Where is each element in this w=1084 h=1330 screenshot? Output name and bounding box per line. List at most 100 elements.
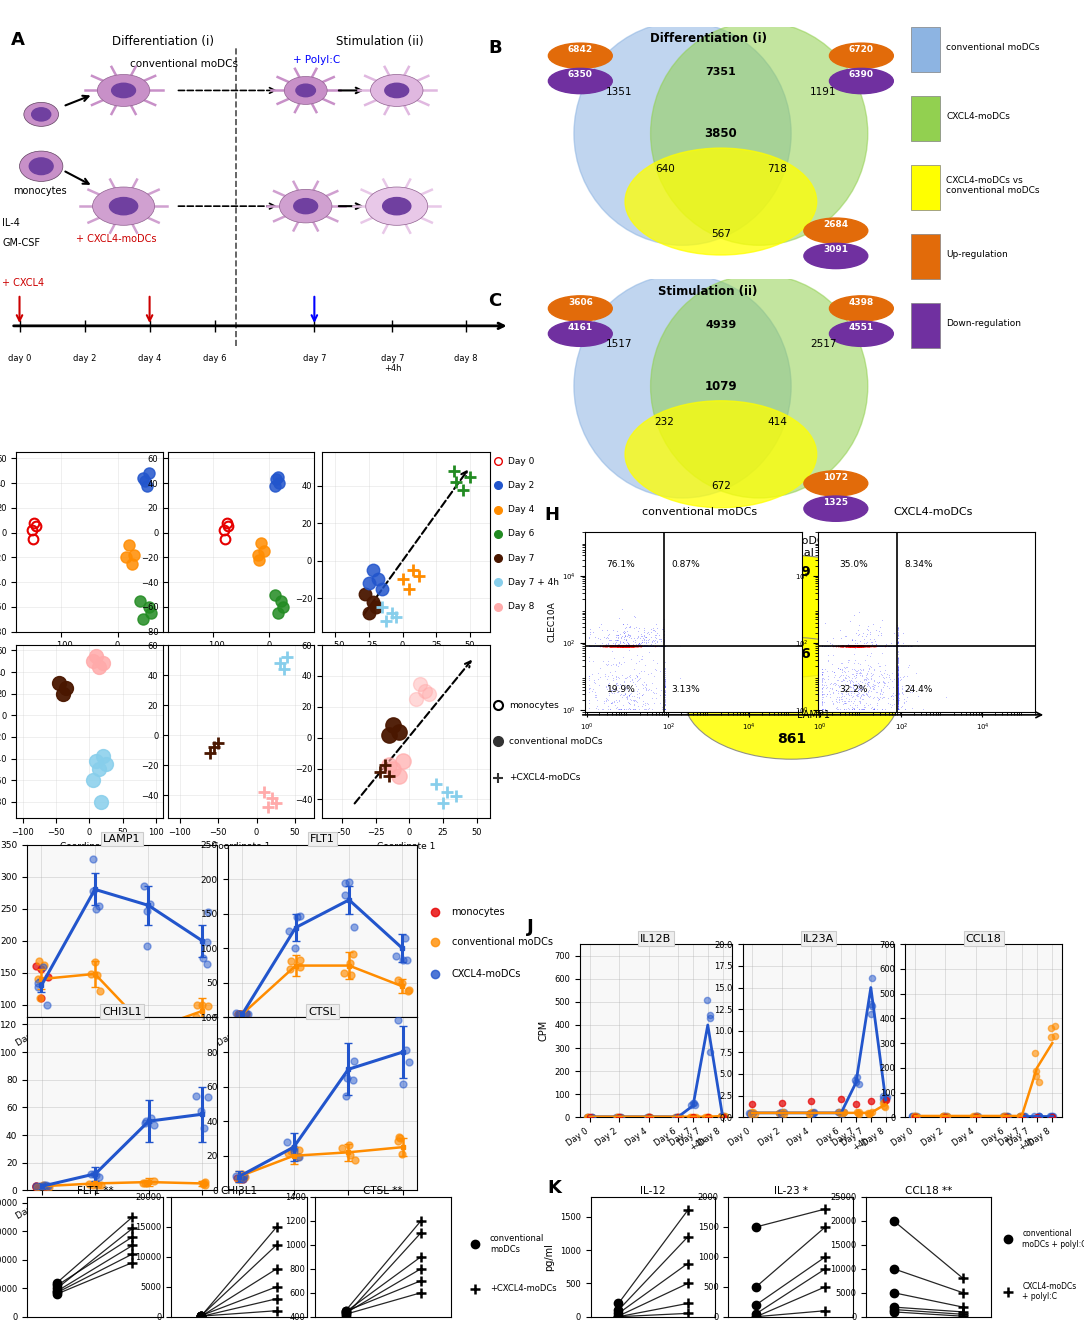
Point: [889, 682, 906, 704]
Point: [889, 636, 906, 657]
Point: [611, 636, 629, 657]
Point: [651, 636, 669, 657]
Point: [623, 636, 641, 657]
Point: [840, 636, 857, 657]
Point: [839, 636, 856, 657]
Point: [849, 636, 866, 657]
Point: [591, 636, 608, 657]
Point: [846, 673, 863, 694]
Point: [606, 690, 623, 712]
Point: [889, 682, 906, 704]
Point: [617, 636, 634, 657]
Point: [849, 636, 866, 657]
Point: [850, 636, 867, 657]
Point: [855, 636, 873, 657]
Point: [640, 698, 657, 720]
Point: [630, 636, 647, 657]
Point: [859, 636, 876, 657]
Point: [628, 634, 645, 656]
Point: [636, 636, 654, 657]
Point: [592, 636, 609, 657]
Point: [620, 692, 637, 713]
Text: 3850: 3850: [705, 128, 737, 141]
Point: [841, 610, 859, 632]
Point: [656, 686, 673, 708]
Point: [608, 696, 625, 717]
Point: [889, 688, 906, 709]
Point: [622, 636, 640, 657]
Point: [597, 676, 615, 697]
Point: [846, 636, 863, 657]
Point: [848, 632, 865, 653]
Point: [618, 686, 635, 708]
Text: CXCL4-moDCs vs
conventional moDCs: CXCL4-moDCs vs conventional moDCs: [946, 176, 1040, 196]
Point: [599, 665, 617, 686]
Point: [656, 698, 673, 720]
Point: [849, 636, 866, 657]
Point: [609, 636, 627, 657]
Point: [618, 625, 635, 646]
Point: [633, 636, 650, 657]
Point: [607, 636, 624, 657]
Point: [889, 636, 906, 657]
Point: [889, 636, 906, 657]
Point: [889, 636, 906, 657]
Point: [878, 674, 895, 696]
Point: [837, 636, 854, 657]
Point: [838, 636, 855, 657]
Point: [879, 636, 896, 657]
Point: [620, 665, 637, 686]
Point: [641, 636, 658, 657]
Point: [862, 657, 879, 678]
Point: [612, 698, 630, 720]
Point: [644, 682, 661, 704]
Point: [631, 636, 648, 657]
Point: [824, 692, 841, 713]
Point: [606, 636, 623, 657]
Point: [829, 657, 847, 678]
Point: [856, 673, 874, 694]
Point: [823, 677, 840, 698]
Point: [889, 682, 906, 704]
Point: [867, 633, 885, 654]
Point: [612, 636, 630, 657]
Point: [889, 632, 906, 653]
Point: [869, 636, 887, 657]
Point: [889, 674, 906, 696]
Point: [604, 636, 621, 657]
Point: [834, 636, 851, 657]
Point: [872, 636, 889, 657]
Point: [841, 636, 859, 657]
Point: [889, 672, 906, 693]
Point: [889, 636, 906, 657]
Point: [866, 636, 883, 657]
Point: [813, 674, 830, 696]
Point: [623, 668, 641, 689]
Point: [889, 666, 906, 688]
Point: [889, 673, 906, 694]
Point: [637, 636, 655, 657]
Point: [604, 682, 621, 704]
Point: [889, 686, 906, 708]
Point: [843, 636, 861, 657]
Point: [868, 636, 886, 657]
Point: [886, 668, 903, 689]
Point: [831, 636, 849, 657]
Point: [846, 636, 863, 657]
Point: [643, 636, 660, 657]
Point: [893, 678, 911, 700]
Point: [606, 678, 623, 700]
Point: [622, 682, 640, 704]
Point: [889, 657, 906, 678]
Point: [848, 664, 865, 685]
Point: [656, 696, 673, 717]
Point: [622, 625, 640, 646]
Text: CXCL4-moDCs: CXCL4-moDCs: [946, 112, 1010, 121]
Point: [853, 636, 870, 657]
Point: [646, 636, 663, 657]
Point: [629, 636, 646, 657]
Point: [631, 668, 648, 689]
Point: [848, 636, 865, 657]
Point: [631, 617, 648, 638]
Point: [851, 674, 868, 696]
